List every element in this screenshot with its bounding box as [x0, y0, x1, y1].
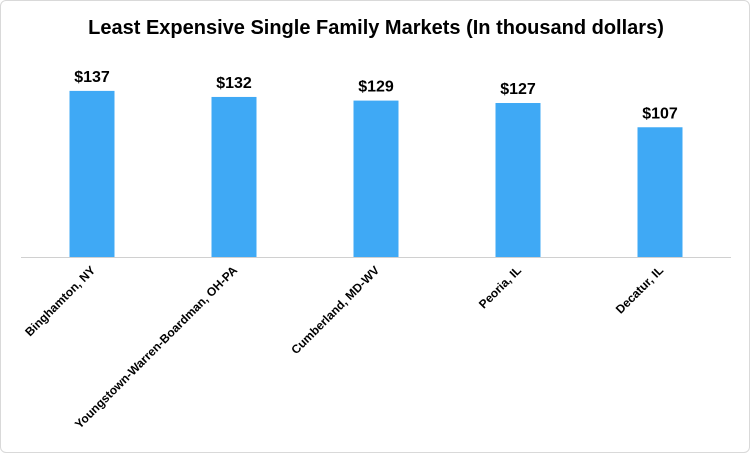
x-tick-label-4: Decatur, IL	[613, 263, 666, 316]
data-label-2: $129	[358, 79, 394, 96]
bars-group	[69, 90, 683, 258]
chart-title: Least Expensive Single Family Markets (I…	[88, 17, 664, 39]
data-label-0: $137	[74, 69, 110, 86]
data-label-4: $107	[642, 105, 678, 122]
bar-4	[637, 127, 683, 257]
x-tick-labels-group: Binghamton, NYYoungstown-Warren-Boardman…	[22, 263, 666, 431]
data-labels-group: $137 $132 $129 $127 $107	[74, 69, 678, 122]
x-tick-label-3: Peoria, IL	[476, 263, 524, 311]
data-label-3: $127	[500, 81, 536, 98]
bar-1	[211, 96, 257, 257]
bar-2	[353, 100, 399, 258]
x-tick-label-2: Cumberland, MD-WV	[288, 263, 382, 357]
bar-0	[69, 90, 115, 257]
bar-3	[495, 103, 541, 257]
data-label-1: $132	[216, 75, 252, 92]
x-tick-label-0: Binghamton, NY	[22, 263, 98, 339]
x-tick-label-1: Youngstown-Warren-Boardman, OH-PA	[72, 263, 240, 431]
